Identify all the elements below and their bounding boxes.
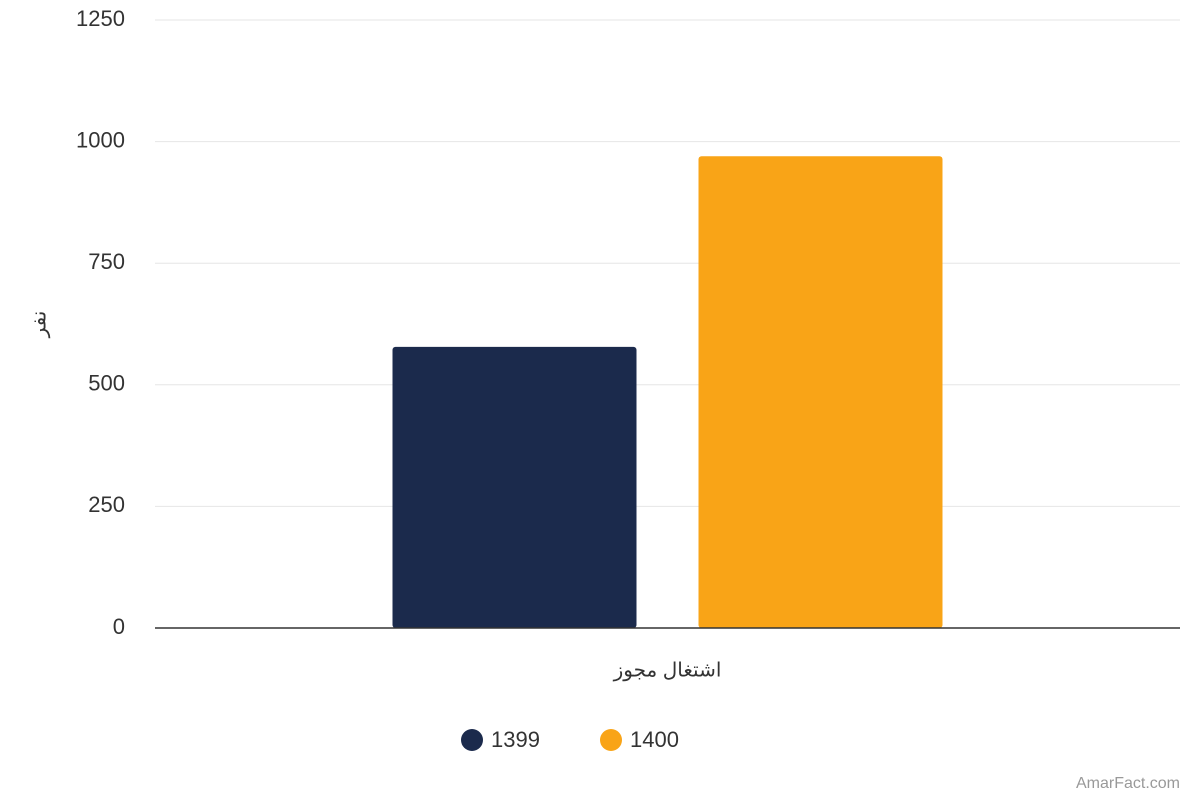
- y-tick-label: 500: [88, 371, 125, 396]
- bar: [698, 156, 943, 628]
- legend-label: 1400: [630, 727, 679, 752]
- legend-marker: [461, 729, 483, 751]
- y-tick-label: 1250: [76, 6, 125, 31]
- y-tick-label: 250: [88, 492, 125, 517]
- y-tick-label: 0: [113, 614, 125, 639]
- y-axis-label: نفر: [28, 311, 50, 339]
- legend-marker: [600, 729, 622, 751]
- bar: [392, 346, 637, 628]
- y-tick-label: 750: [88, 249, 125, 274]
- y-tick-label: 1000: [76, 127, 125, 152]
- x-tick-label: اشتغال مجوز: [613, 659, 722, 681]
- legend-label: 1399: [491, 727, 540, 752]
- credit: AmarFact.com: [1076, 775, 1180, 792]
